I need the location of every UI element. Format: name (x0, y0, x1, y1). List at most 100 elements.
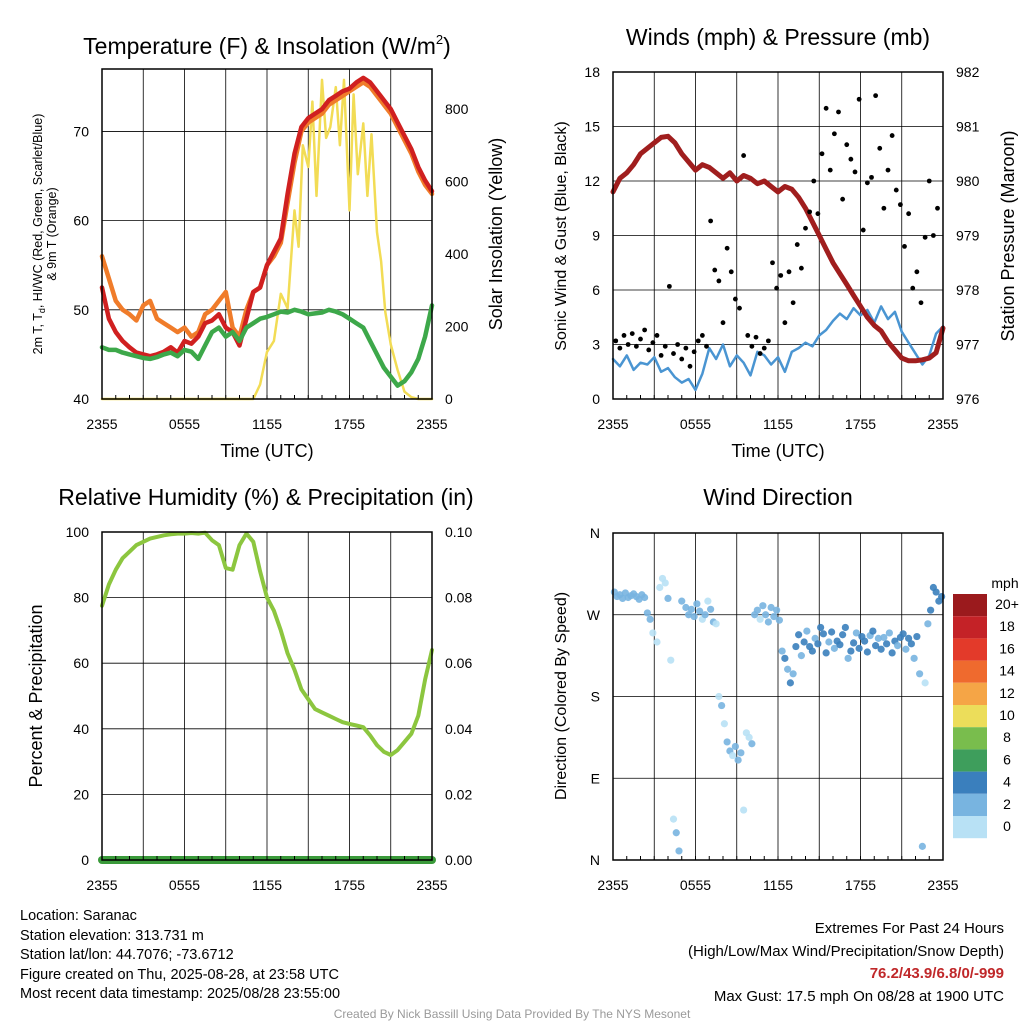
x-tick-label: 0555 (680, 416, 711, 432)
colorbar-swatch (953, 793, 987, 816)
direction-point (675, 847, 683, 855)
direction-point (784, 665, 792, 673)
direction-point (828, 628, 836, 636)
gust-point (869, 174, 874, 180)
colorbar-swatch (953, 749, 987, 772)
y-tick-label-right: 0 (445, 391, 453, 407)
y-tick-label-right: 200 (445, 318, 469, 334)
created-text: Figure created on Thu, 2025-08-28, at 23… (20, 966, 339, 983)
direction-point (902, 645, 910, 653)
direction-point (874, 634, 882, 642)
colorbar-swatch (953, 638, 987, 661)
y-tick-label-right: 0.08 (445, 590, 472, 606)
gust-point (679, 356, 685, 362)
gust-point (629, 331, 635, 336)
x-tick-label: 1155 (763, 877, 793, 893)
direction-point (841, 623, 849, 632)
temperature-ylabel-right: Solar Insolation (Yellow) (486, 138, 506, 330)
gust-point (625, 342, 631, 347)
direction-point (656, 583, 664, 592)
direction-point (885, 629, 893, 637)
colorbar-unit: mph (991, 575, 1018, 591)
gust-point (765, 338, 771, 344)
extremes-info: Extremes For Past 24 Hours (High/Low/Max… (688, 918, 1004, 1008)
gust-point (633, 343, 639, 349)
direction-point (921, 679, 929, 687)
gust-point (844, 142, 850, 148)
direction-point (696, 607, 704, 615)
y-tick-label-left: 20 (73, 786, 89, 802)
y-tick-label-right: 0.00 (445, 852, 472, 868)
colorbar-label: 6 (1003, 751, 1011, 767)
direction-point (938, 592, 946, 601)
gust-point (856, 96, 862, 102)
direction-point (880, 633, 888, 642)
direction-point (872, 642, 880, 650)
direction-point (649, 629, 657, 637)
direction-point (792, 642, 800, 651)
gust-point (815, 211, 821, 217)
gust-point (902, 244, 907, 249)
winds-ticks: 2355 0555 1155 1755 2355 0 3 6 9 12 15 18 976 977 978 9… (584, 64, 979, 432)
gust-point (836, 109, 841, 115)
y-tick-label-left: 40 (73, 391, 89, 407)
direction-point (778, 647, 786, 655)
direction-point (704, 597, 712, 605)
y-tick-label-right: 0.06 (445, 655, 472, 671)
gust-point (873, 93, 879, 99)
gust-point (827, 167, 833, 173)
humidity-ylabel-left: Percent & Precipitation (26, 604, 46, 787)
gust-point (811, 178, 817, 184)
direction-point (669, 815, 678, 823)
temperature-title: Temperature (F) & Insolation (W/m2) (83, 32, 451, 59)
elevation-text: Station elevation: 313.731 m (20, 927, 204, 944)
humidity-title: Relative Humidity (%) & Precipitation (i… (58, 484, 473, 510)
direction-point (863, 648, 871, 656)
gust-point (749, 343, 755, 349)
direction-point (847, 647, 855, 655)
y-tick-label-right: 979 (956, 228, 980, 244)
gust-point (926, 178, 932, 184)
direction-point (753, 606, 761, 614)
gust-point (935, 205, 940, 211)
colorbar-swatch (953, 727, 987, 750)
x-tick-label: 1755 (845, 416, 876, 432)
direction-point (729, 751, 737, 760)
direction-point (661, 579, 669, 587)
direction-point (839, 631, 847, 639)
gust-point (613, 338, 619, 344)
gust-point (864, 180, 870, 186)
temperature-grid (102, 69, 432, 400)
credit-text: Created By Nick Bassill Using Data Provi… (333, 1007, 691, 1021)
gust-point (930, 233, 936, 238)
winds-ylabel-right: Station Pressure (Maroon) (998, 130, 1018, 341)
recent-text: Most recent data timestamp: 2025/08/28 2… (20, 986, 341, 1002)
direction-point (682, 603, 690, 612)
direction-point (869, 627, 877, 635)
gust-point (646, 347, 652, 353)
winds-xlabel: Time (UTC) (731, 441, 824, 461)
y-tick-label-left: 6 (592, 282, 600, 298)
direction-point (861, 637, 869, 645)
x-tick-label: 2355 (86, 416, 117, 432)
extremes-title: Extremes For Past 24 Hours (814, 920, 1004, 937)
direction-panel: Wind Direction 2355 0555 1155 1755 2355 N E S W N… (553, 484, 1019, 893)
gust-point (910, 285, 916, 291)
gust-point (724, 245, 730, 251)
direction-point (844, 654, 852, 662)
temperature-ylabel-left: 2m T, Td, HI/WC (Red, Green, Scarlet/Blu… (31, 114, 47, 355)
temperature-series (99, 75, 435, 401)
y-tick-label-left: W (587, 607, 601, 623)
y-tick-label-left: N (590, 852, 600, 868)
gust-point (922, 234, 928, 240)
direction-point (619, 594, 627, 603)
y-tick-label-right: 400 (445, 246, 469, 262)
y-tick-label-right: 800 (445, 101, 469, 117)
gust-point (712, 267, 718, 273)
gust-point (852, 169, 858, 175)
pressure-line (610, 133, 946, 364)
direction-point (678, 597, 686, 605)
y-tick-label-right: 977 (956, 337, 980, 353)
y-tick-label-left: 3 (592, 337, 600, 353)
direction-point (883, 640, 891, 648)
